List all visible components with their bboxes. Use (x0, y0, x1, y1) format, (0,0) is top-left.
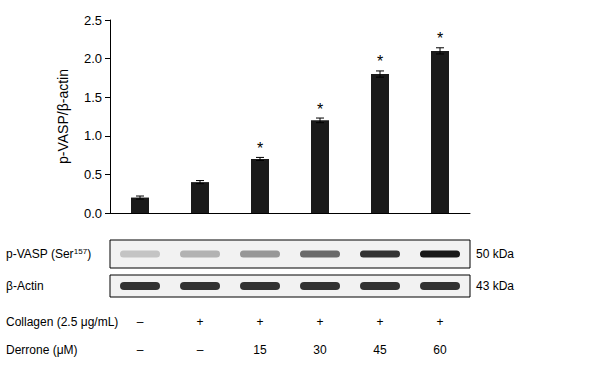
svg-text:p-VASP/β-actin: p-VASP/β-actin (55, 69, 71, 164)
svg-text:60: 60 (433, 343, 447, 357)
svg-text:–: – (137, 315, 144, 329)
svg-text:2.0: 2.0 (84, 51, 102, 66)
svg-text:–: – (197, 343, 204, 357)
svg-text:0.0: 0.0 (84, 206, 102, 221)
svg-text:1.0: 1.0 (84, 128, 102, 143)
svg-text:15: 15 (253, 343, 267, 357)
svg-text:+: + (196, 315, 203, 329)
svg-text:157: 157 (74, 247, 88, 256)
svg-text:*: * (257, 140, 263, 157)
svg-text:Collagen (2.5 μg/mL): Collagen (2.5 μg/mL) (6, 315, 118, 329)
svg-text:p-VASP (Ser: p-VASP (Ser (6, 247, 74, 261)
svg-text:–: – (137, 343, 144, 357)
svg-text:Derrone (μM): Derrone (μM) (6, 343, 78, 357)
svg-text:30: 30 (313, 343, 327, 357)
svg-text:1.5: 1.5 (84, 90, 102, 105)
svg-text:*: * (377, 53, 383, 70)
svg-text:45: 45 (373, 343, 387, 357)
svg-text:β-Actin: β-Actin (6, 279, 44, 293)
svg-text:+: + (376, 315, 383, 329)
svg-text:+: + (436, 315, 443, 329)
svg-text:+: + (256, 315, 263, 329)
svg-text:43 kDa: 43 kDa (476, 279, 514, 293)
svg-text:2.5: 2.5 (84, 13, 102, 28)
svg-text:+: + (316, 315, 323, 329)
svg-text:*: * (317, 101, 323, 118)
svg-text:*: * (437, 30, 443, 47)
svg-text:0.5: 0.5 (84, 167, 102, 182)
svg-text:50 kDa: 50 kDa (476, 247, 514, 261)
svg-text:): ) (87, 247, 91, 261)
